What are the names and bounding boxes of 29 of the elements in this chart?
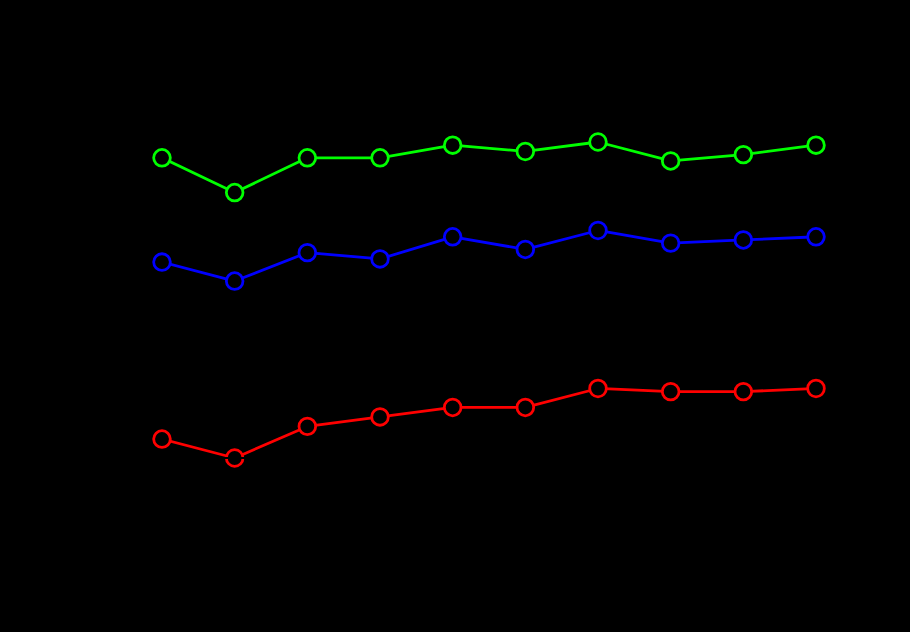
point [442,135,463,155]
point [442,227,463,247]
point [733,381,754,402]
point [224,182,245,203]
point [442,397,463,418]
point [806,135,826,155]
point [515,239,536,260]
point [733,230,754,250]
point [152,429,172,449]
point [806,378,826,399]
point [297,416,318,437]
point [152,148,172,168]
point [660,151,681,171]
point [370,407,390,427]
point [660,381,681,402]
point [370,148,390,168]
point [297,242,318,263]
point [588,378,608,399]
point [660,233,681,253]
point [515,397,536,418]
point [806,227,826,247]
point [733,144,754,165]
point [370,249,390,269]
point [588,220,608,241]
point [297,148,318,168]
point [152,252,172,272]
point [224,271,245,291]
point [515,141,536,162]
point [588,132,608,152]
